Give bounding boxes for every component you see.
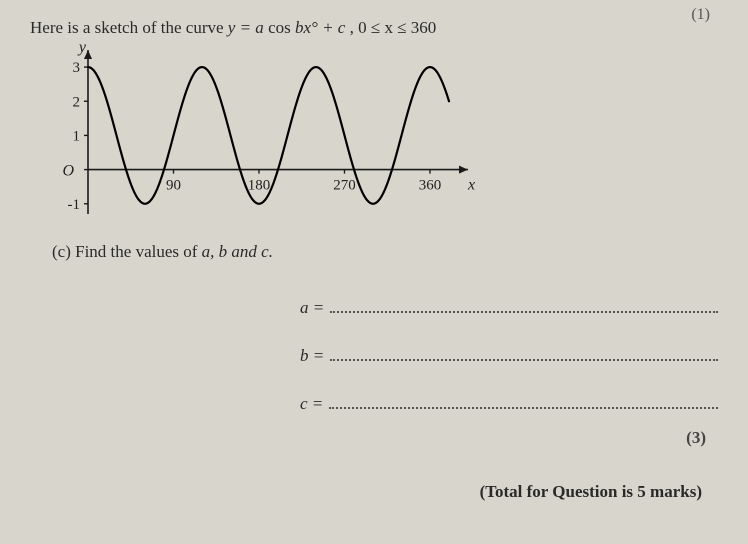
total-marks: (Total for Question is 5 marks) bbox=[30, 482, 718, 502]
svg-text:-1: -1 bbox=[68, 197, 81, 213]
part-c-marks: (3) bbox=[30, 428, 718, 448]
svg-text:90: 90 bbox=[166, 178, 181, 194]
question-intro-line: Here is a sketch of the curve y = a cos … bbox=[30, 18, 718, 38]
eq-bx: bx° + c bbox=[295, 18, 345, 37]
eq-y: y = a bbox=[228, 18, 268, 37]
svg-text:2: 2 bbox=[73, 94, 81, 110]
answer-line-c: c = bbox=[30, 394, 718, 414]
answer-label-b: b = bbox=[300, 346, 324, 366]
svg-text:y: y bbox=[77, 44, 87, 56]
part-c-text: (c) Find the values of bbox=[52, 242, 202, 261]
answer-label-c: c = bbox=[300, 394, 323, 414]
svg-text:180: 180 bbox=[248, 178, 271, 194]
answer-line-a: a = bbox=[30, 298, 718, 318]
curve-chart: -1 1 2 3 O 90 180 270 360 x y bbox=[40, 44, 480, 234]
dotted-line-a bbox=[330, 311, 718, 313]
answer-line-b: b = bbox=[30, 346, 718, 366]
answer-lines: a = b = c = bbox=[30, 298, 718, 414]
svg-text:360: 360 bbox=[419, 178, 442, 194]
svg-text:x: x bbox=[467, 177, 475, 194]
intro-text: Here is a sketch of the curve bbox=[30, 18, 228, 37]
chart-svg: -1 1 2 3 O 90 180 270 360 x y bbox=[40, 44, 480, 234]
prev-part-marks: (1) bbox=[691, 6, 710, 24]
svg-text:270: 270 bbox=[333, 178, 356, 194]
svg-text:O: O bbox=[62, 163, 74, 180]
answer-label-a: a = bbox=[300, 298, 324, 318]
eq-range: , 0 ≤ x ≤ 360 bbox=[350, 18, 437, 37]
eq-cos: cos bbox=[268, 18, 295, 37]
dotted-line-c bbox=[329, 407, 718, 409]
svg-text:1: 1 bbox=[73, 128, 81, 144]
dotted-line-b bbox=[330, 359, 718, 361]
part-c-vars: a, b and c. bbox=[202, 242, 273, 261]
part-c-prompt: (c) Find the values of a, b and c. bbox=[52, 242, 718, 262]
svg-text:3: 3 bbox=[73, 60, 81, 76]
